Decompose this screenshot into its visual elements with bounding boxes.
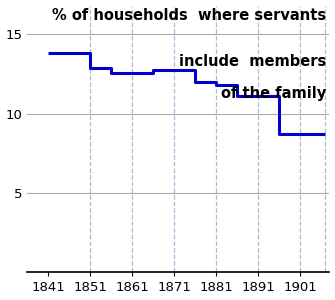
Text: % of households  where servants: % of households where servants bbox=[52, 8, 326, 23]
Text: include  members: include members bbox=[179, 54, 326, 69]
Text: of the family: of the family bbox=[221, 85, 326, 100]
